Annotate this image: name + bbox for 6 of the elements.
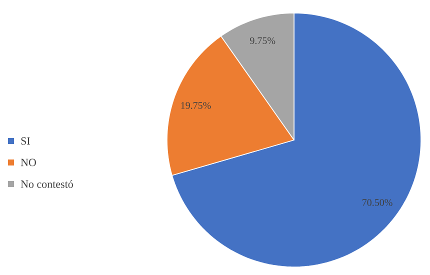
data-label: 9.75% — [250, 37, 276, 44]
legend-label: SI — [21, 137, 30, 145]
data-label: 70.50% — [362, 199, 392, 206]
legend-label: No contestó — [20, 180, 73, 188]
legend-label: NO — [20, 158, 36, 166]
data-label: 19.75% — [181, 102, 211, 109]
